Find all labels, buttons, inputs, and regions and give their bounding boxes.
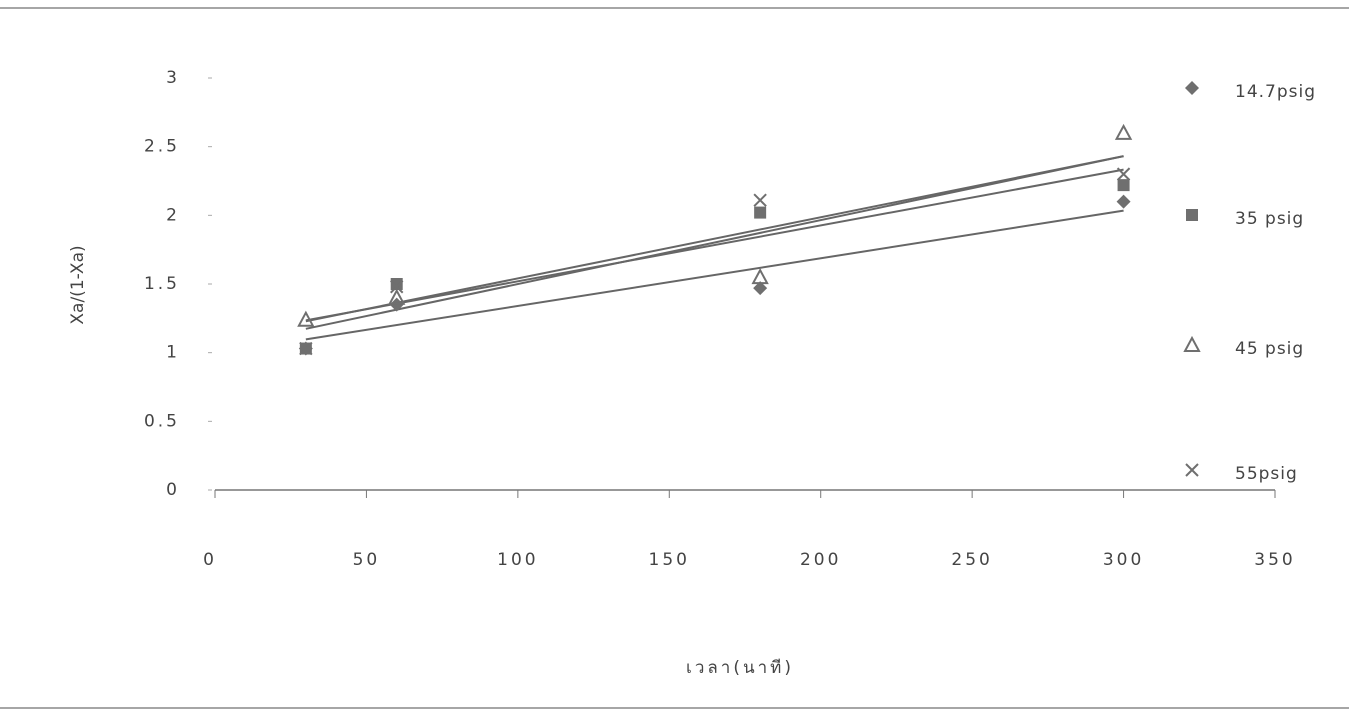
y-tick-label: 1	[166, 343, 180, 363]
x-tick-label: 0	[203, 550, 217, 570]
x-tick-label: 300	[1103, 550, 1144, 570]
marker	[1118, 179, 1130, 191]
marker	[754, 207, 766, 219]
x-axis-title: เวลา(นาที)	[686, 658, 794, 678]
background	[0, 0, 1349, 715]
y-tick-label: 2	[166, 205, 180, 225]
y-tick-label: 3	[166, 68, 180, 88]
page: {"chart_data": {"type": "scatter", "x_la…	[0, 0, 1349, 715]
x-tick-label: 250	[951, 550, 992, 570]
x-tick-label: 200	[800, 550, 841, 570]
legend-label: 45 psig	[1235, 339, 1304, 359]
y-tick-label: 0.5	[144, 411, 180, 431]
y-tick-label: 1.5	[144, 274, 180, 294]
x-tick-label: 100	[497, 550, 538, 570]
x-tick-label: 150	[649, 550, 690, 570]
chart: เวลา(นาที) Xa/(1-Xa) 0 0.5 1 1.5 2 2.5 3 0 50 100…	[0, 0, 1349, 715]
y-axis-title: Xa/(1-Xa)	[68, 245, 88, 324]
legend-label: 55psig	[1235, 464, 1298, 484]
legend-label: 14.7psig	[1235, 82, 1316, 102]
marker	[391, 278, 403, 290]
y-tick-label: 2.5	[144, 137, 180, 157]
legend-marker	[1186, 209, 1198, 221]
x-tick-label: 50	[353, 550, 381, 570]
legend-label: 35 psig	[1235, 209, 1304, 229]
x-tick-label: 350	[1254, 550, 1295, 570]
y-tick-label: 0	[166, 480, 180, 500]
